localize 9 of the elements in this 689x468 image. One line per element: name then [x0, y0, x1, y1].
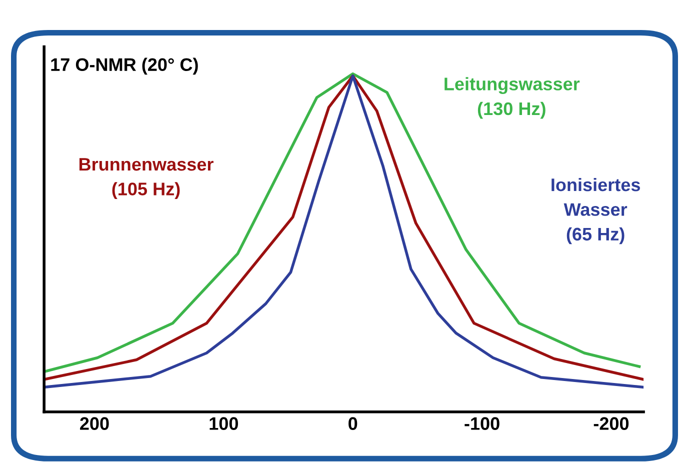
text: Leitungswasser (130 Hz): [444, 77, 580, 119]
text: Ionisiertes Wasser (65 Hz): [552, 178, 640, 244]
chart-title: 17 O-NMR (20° C): [51, 58, 198, 75]
x-tick-label: -100: [464, 417, 500, 430]
x-tick-label: -200: [594, 417, 629, 430]
x-tick-label: 0: [348, 417, 358, 430]
x-tick-label: 100: [210, 417, 238, 430]
x-tick-label: 200: [80, 417, 109, 430]
text: Brunnenwasser (105 Hz): [79, 158, 214, 199]
